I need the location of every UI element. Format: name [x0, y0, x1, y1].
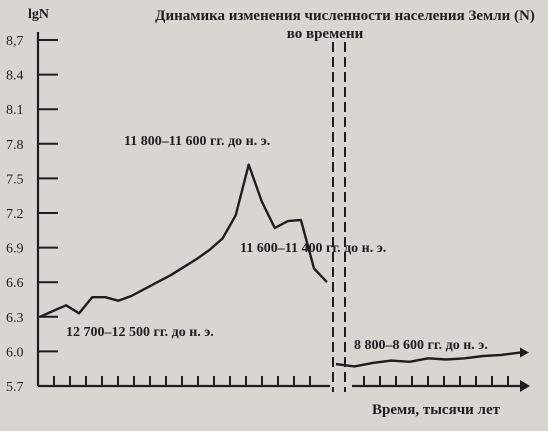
annotation-start: 12 700–12 500 гг. до н. э.: [66, 325, 214, 340]
y-ticks: 8,7 8.4 8.1 7.8 7.5 7.2 6.9 6.6 6.3 6.0 5.7: [6, 34, 58, 395]
y-tick-label: 7.2: [6, 207, 24, 222]
series-line-after-break: [335, 351, 521, 368]
series-lines: [39, 163, 529, 368]
x-axis-label: Время, тысячи лет: [372, 402, 501, 418]
y-tick-label: 5.7: [6, 380, 24, 395]
y-tick-label: 6.0: [6, 345, 24, 360]
y-tick-label: 8.4: [6, 69, 24, 84]
y-tick-label: 6.6: [6, 276, 24, 291]
chart-subtitle: во времени: [287, 26, 364, 42]
annotation-peak: 11 800–11 600 гг. до н. э.: [124, 134, 270, 149]
series-line-before-break: [39, 163, 328, 318]
series-arrow: [520, 347, 529, 358]
y-tick-label: 7.8: [6, 138, 24, 153]
y-tick-label: 8,7: [6, 34, 24, 49]
x-axis-arrow: [520, 380, 530, 392]
y-tick-label: 6.3: [6, 311, 24, 326]
x-ticks: [53, 376, 509, 386]
annotation-decline: 11 600–11 400 гг. до н. э.: [240, 241, 386, 256]
y-tick-label: 8.1: [6, 103, 24, 118]
y-axis-label: lgN: [28, 7, 49, 22]
annotation-late: 8 800–8 600 гг. до н. э.: [354, 338, 488, 353]
chart-title: Динамика изменения численности населения…: [155, 8, 535, 24]
y-tick-label: 6.9: [6, 242, 24, 257]
y-tick-label: 7.5: [6, 172, 24, 187]
